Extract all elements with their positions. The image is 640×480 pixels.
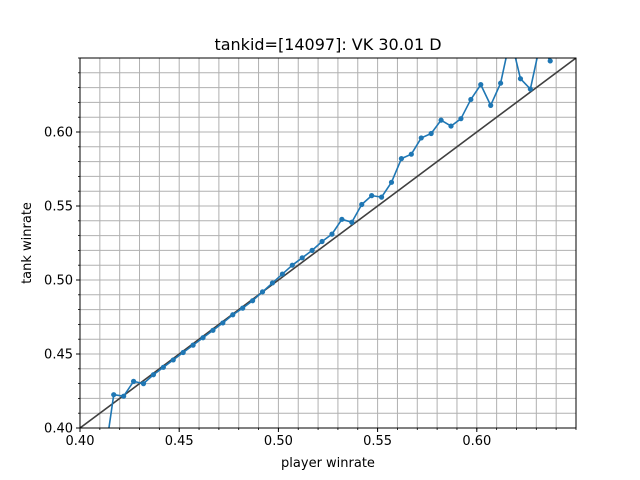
data-point [418, 135, 424, 141]
data-point [339, 216, 345, 222]
y-tick-label: 0.50 [44, 274, 73, 289]
data-point [250, 298, 256, 304]
data-point [498, 80, 504, 86]
data-point [408, 151, 414, 157]
data-point [468, 96, 474, 103]
data-point [101, 461, 106, 466]
data-point [220, 320, 226, 326]
data-point [279, 271, 285, 277]
y-tick-label: 0.55 [44, 200, 73, 215]
series-layer [80, 35, 576, 466]
data-point [130, 378, 137, 384]
data-point [349, 219, 355, 225]
data-point [538, 41, 543, 46]
x-tick-label: 0.50 [264, 434, 293, 449]
data-point [230, 312, 236, 318]
data-point [527, 86, 533, 92]
x-tick-label: 0.55 [363, 434, 392, 449]
data-point [319, 238, 325, 245]
x-tick-label: 0.60 [462, 434, 491, 449]
x-tick-label: 0.45 [165, 434, 194, 449]
ticks [76, 57, 577, 432]
data-point [180, 349, 186, 356]
chart-title: tankid=[14097]: VK 30.01 D [214, 35, 441, 54]
data-point [299, 255, 305, 261]
tick-labels: 0.40 0.45 0.50 0.55 0.60 0.40 0.45 0.50 0.55 0.60 [44, 126, 491, 450]
data-point [309, 247, 315, 253]
data-point [547, 58, 553, 64]
data-point [398, 156, 405, 162]
x-axis-label: player winrate [281, 456, 375, 471]
series-line [108, 58, 551, 428]
plot-frame [79, 57, 577, 429]
data-point [478, 82, 484, 88]
y-tick-label: 0.60 [44, 126, 73, 141]
data-point [458, 116, 464, 122]
data-point [150, 372, 157, 378]
data-point [210, 327, 216, 333]
data-point [140, 381, 147, 387]
data-point [488, 102, 494, 108]
data-point [517, 76, 524, 82]
y-tick-label: 0.40 [44, 422, 73, 437]
data-point [160, 364, 166, 370]
data-point [121, 393, 127, 399]
data-point [269, 280, 276, 286]
y-axis-label: tank winrate [20, 202, 35, 284]
data-point [378, 194, 385, 200]
data-point [428, 130, 434, 137]
data-point [448, 123, 454, 129]
data-point [200, 335, 206, 341]
data-point [259, 289, 266, 295]
data-point [369, 193, 375, 199]
data-point [508, 35, 513, 40]
data-point [359, 201, 365, 208]
data-point [170, 357, 176, 363]
data-point [438, 117, 444, 123]
x-tick-label: 0.40 [66, 434, 95, 449]
y-tick-label: 0.45 [44, 348, 73, 363]
grid [79, 57, 577, 429]
data-point [240, 305, 246, 311]
data-point [329, 231, 335, 237]
data-point [190, 342, 196, 348]
data-point [111, 392, 117, 398]
data-point [388, 179, 395, 185]
data-point [289, 262, 295, 268]
